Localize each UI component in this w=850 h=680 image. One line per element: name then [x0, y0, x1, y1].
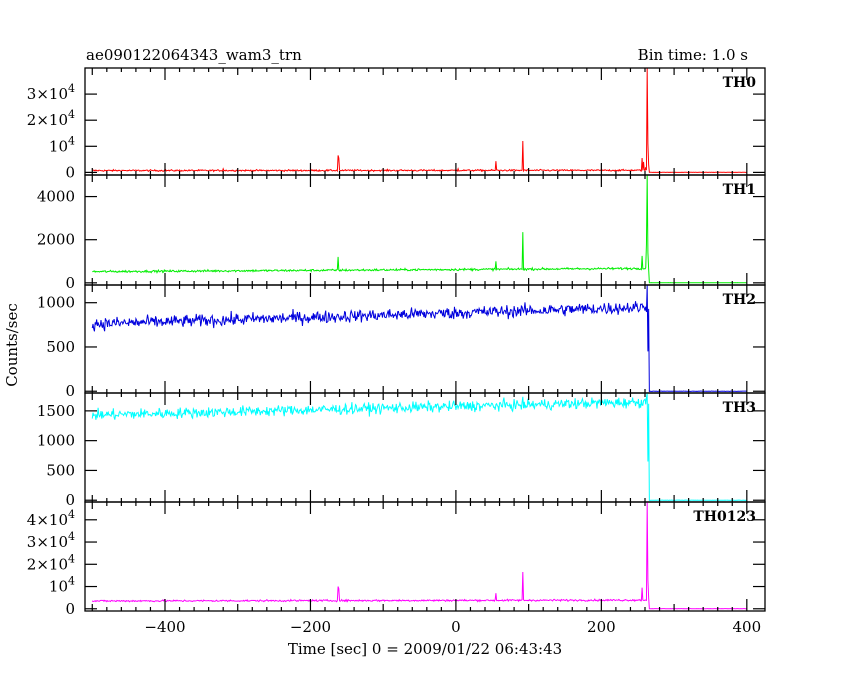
x-tick-label: 0 — [451, 618, 461, 636]
series-line-th1 — [92, 174, 747, 284]
panel-label-th0: TH0 — [723, 75, 757, 91]
x-tick-label: 400 — [732, 618, 761, 636]
panel-th0: 0 104 2×104 3×104 TH0 — [27, 67, 766, 181]
y-tick-label: 1000 — [37, 432, 75, 450]
y-tick-label: 2000 — [37, 231, 75, 249]
x-tick-label: −400 — [144, 618, 185, 636]
panel-label-th2: TH2 — [723, 292, 756, 308]
y-tick-label: 1000 — [37, 294, 75, 312]
y-tick-label: 0 — [65, 491, 75, 509]
panel-frame — [84, 284, 766, 394]
series-line-th0123 — [91, 501, 747, 610]
x-tick-label: 200 — [587, 618, 616, 636]
y-tick-label: 500 — [46, 338, 75, 356]
y-tick-label: 3×104 — [27, 82, 75, 103]
y-tick-label: 0 — [65, 163, 75, 181]
x-tick-labels: −400 −200 0 200 400 — [144, 618, 761, 636]
y-tick-label: 0 — [65, 382, 75, 400]
y-tick-label: 0 — [65, 274, 75, 292]
panel-frame — [84, 501, 766, 612]
panel-th3: 0 500 1000 1500 TH3 — [37, 392, 766, 509]
series-line-th3 — [91, 392, 747, 501]
y-tick-label: 500 — [46, 461, 75, 479]
panel-label-th0123: TH0123 — [693, 509, 756, 525]
y-tick-label: 2×104 — [27, 108, 75, 129]
panel-label-th3: TH3 — [723, 400, 756, 416]
y-tick-label: 1500 — [37, 402, 75, 420]
y-tick-label: 4000 — [37, 188, 75, 206]
y-tick-label: 4×104 — [27, 508, 75, 529]
y-tick-label: 0 — [65, 600, 75, 618]
panel-th2: 0 500 1000 TH2 — [37, 284, 766, 400]
panel-th1: 0 2000 4000 TH1 — [37, 174, 766, 292]
bin-time-label: Bin time: 1.0 s — [638, 46, 748, 64]
panel-frame — [84, 67, 766, 176]
panel-label-th1: TH1 — [723, 182, 756, 198]
x-tick-label: −200 — [290, 618, 331, 636]
chart-title: ae090122064343_wam3_trn — [86, 46, 302, 64]
y-axis-label: Counts/sec — [3, 303, 21, 387]
y-tick-label: 104 — [49, 575, 75, 596]
x-axis-label: Time [sec] 0 = 2009/01/22 06:43:43 — [288, 640, 562, 658]
y-tick-label: 2×104 — [27, 552, 75, 573]
y-tick-label: 3×104 — [27, 530, 75, 551]
panel-frame — [84, 174, 766, 286]
y-tick-label: 104 — [49, 134, 75, 155]
series-line-th0 — [92, 67, 747, 173]
series-line-th2 — [91, 284, 747, 393]
